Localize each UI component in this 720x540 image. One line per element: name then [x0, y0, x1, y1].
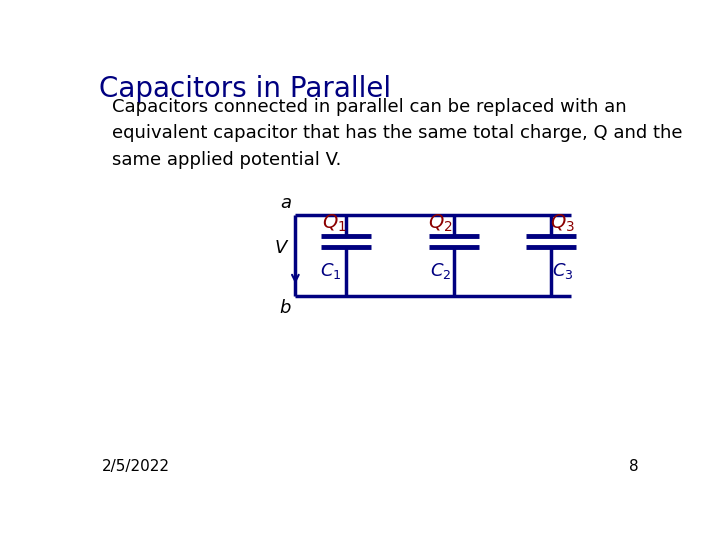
Text: $C_1$: $C_1$ — [320, 261, 341, 281]
Text: $Q_2$: $Q_2$ — [428, 213, 453, 234]
Text: $Q_1$: $Q_1$ — [322, 213, 346, 234]
Text: Capacitors in Parallel: Capacitors in Parallel — [99, 75, 392, 103]
Text: $C_3$: $C_3$ — [552, 261, 574, 281]
Text: $b$: $b$ — [279, 299, 292, 317]
Text: 2/5/2022: 2/5/2022 — [102, 460, 170, 475]
Text: $C_2$: $C_2$ — [430, 261, 451, 281]
Text: $V$: $V$ — [274, 239, 289, 256]
Text: $a$: $a$ — [279, 194, 292, 212]
Text: $Q_3$: $Q_3$ — [550, 213, 575, 234]
Text: 8: 8 — [629, 460, 639, 475]
Text: Capacitors connected in parallel can be replaced with an
equivalent capacitor th: Capacitors connected in parallel can be … — [112, 98, 683, 168]
